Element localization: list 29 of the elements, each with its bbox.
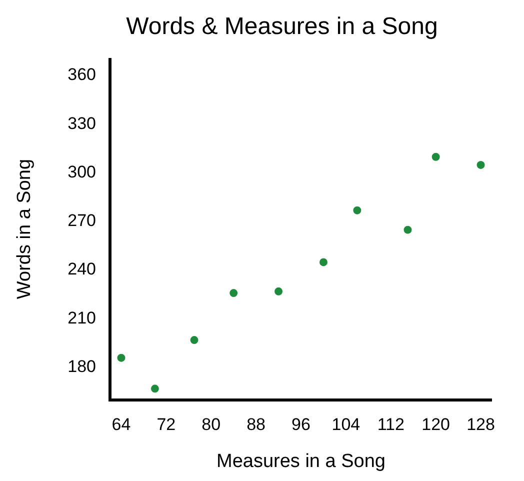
x-tick-label: 104 xyxy=(332,415,360,434)
point xyxy=(432,152,440,161)
point xyxy=(404,226,412,234)
y-tick-label: 300 xyxy=(68,162,96,182)
x-tick-label: 96 xyxy=(292,415,310,434)
point xyxy=(353,206,362,214)
x-tick-label: 112 xyxy=(377,415,404,434)
x-axis-title: Measures in a Song xyxy=(216,451,386,472)
x-tick-label: 88 xyxy=(246,415,266,434)
y-tick-label: 210 xyxy=(68,308,96,328)
x-tick-label: 128 xyxy=(466,415,495,434)
y-tick-label: 240 xyxy=(68,260,96,279)
x-tick-label: 120 xyxy=(422,415,450,434)
x-tick-label: 80 xyxy=(202,415,221,434)
point xyxy=(117,354,126,362)
point xyxy=(230,289,238,298)
point xyxy=(190,336,198,344)
x-tick-label: 64 xyxy=(112,415,131,434)
point xyxy=(274,287,283,296)
x-tick-label: 72 xyxy=(156,415,176,434)
point xyxy=(319,258,328,266)
y-tick-label: 360 xyxy=(68,65,96,84)
y-tick-label: 180 xyxy=(68,356,96,376)
point xyxy=(476,160,485,169)
point xyxy=(150,384,159,393)
y-tick-label: 330 xyxy=(68,114,96,133)
y-tick-label: 270 xyxy=(68,211,96,230)
chart-title: Words & Measures in a Song xyxy=(126,13,438,40)
y-axis-title: Words in a Song xyxy=(14,158,35,300)
